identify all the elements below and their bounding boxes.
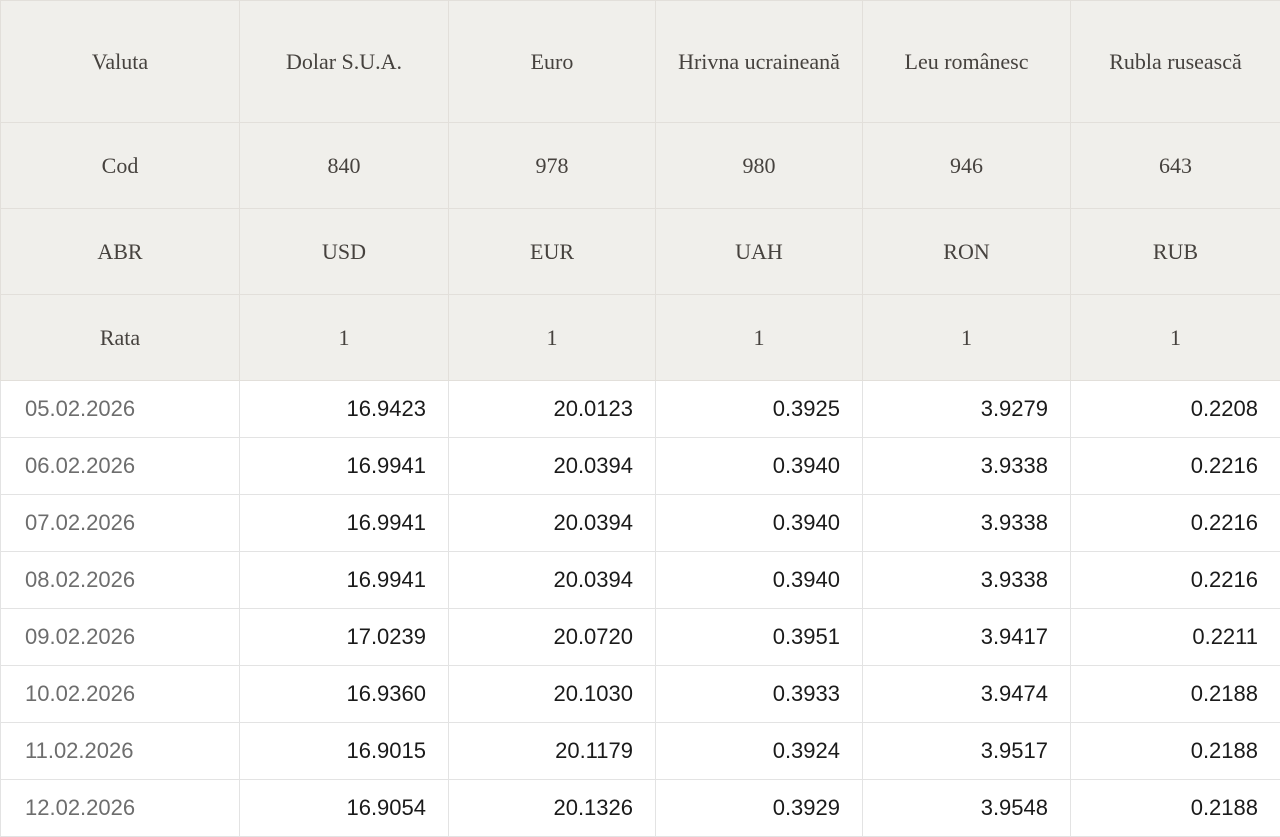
rate-cell-eur: 20.0720 [449,609,656,666]
abbr-cell: UAH [656,209,863,295]
rate-row: 08.02.2026 16.9941 20.0394 0.3940 3.9338… [1,552,1280,609]
rate-cell-rub: 0.2188 [1071,780,1280,837]
rate-cell-rub: 0.2211 [1071,609,1280,666]
rate-cell-usd: 16.9360 [240,666,449,723]
rate-cell-ron: 3.9279 [863,381,1071,438]
date-cell: 11.02.2026 [1,723,240,780]
rate-cell-usd: 16.9941 [240,438,449,495]
rate-cell-ron: 3.9474 [863,666,1071,723]
header-row-valuta: Valuta Dolar S.U.A. Euro Hrivna ucrainea… [1,1,1280,123]
row-label-abr: ABR [1,209,240,295]
currency-name-rub: Rubla rusească [1071,1,1280,123]
rate-cell-uah: 0.3940 [656,495,863,552]
rate-row: 09.02.2026 17.0239 20.0720 0.3951 3.9417… [1,609,1280,666]
rate-cell-rub: 0.2216 [1071,552,1280,609]
header-row-cod: Cod 840 978 980 946 643 [1,123,1280,209]
date-cell: 12.02.2026 [1,780,240,837]
row-label-rata: Rata [1,295,240,381]
currency-name-ron: Leu românesc [863,1,1071,123]
abbr-cell: RUB [1071,209,1280,295]
rata-cell: 1 [863,295,1071,381]
rate-cell-eur: 20.0394 [449,438,656,495]
rate-row: 05.02.2026 16.9423 20.0123 0.3925 3.9279… [1,381,1280,438]
currency-name-uah: Hrivna ucraineană [656,1,863,123]
code-cell: 978 [449,123,656,209]
rate-cell-rub: 0.2208 [1071,381,1280,438]
rate-cell-rub: 0.2188 [1071,666,1280,723]
rate-cell-uah: 0.3940 [656,438,863,495]
currency-name-eur: Euro [449,1,656,123]
rate-cell-ron: 3.9338 [863,552,1071,609]
rate-cell-rub: 0.2216 [1071,495,1280,552]
rata-cell: 1 [656,295,863,381]
rate-cell-usd: 16.9423 [240,381,449,438]
date-cell: 05.02.2026 [1,381,240,438]
rate-cell-ron: 3.9338 [863,495,1071,552]
date-cell: 10.02.2026 [1,666,240,723]
rate-row: 12.02.2026 16.9054 20.1326 0.3929 3.9548… [1,780,1280,837]
code-cell: 643 [1071,123,1280,209]
rate-cell-uah: 0.3940 [656,552,863,609]
rate-cell-rub: 0.2188 [1071,723,1280,780]
rate-cell-usd: 16.9941 [240,495,449,552]
rate-cell-ron: 3.9338 [863,438,1071,495]
rate-cell-uah: 0.3951 [656,609,863,666]
rate-cell-eur: 20.0123 [449,381,656,438]
rate-row: 10.02.2026 16.9360 20.1030 0.3933 3.9474… [1,666,1280,723]
header-row-abr: ABR USD EUR UAH RON RUB [1,209,1280,295]
rate-cell-uah: 0.3925 [656,381,863,438]
rate-cell-eur: 20.0394 [449,495,656,552]
header-row-rata: Rata 1 1 1 1 1 [1,295,1280,381]
abbr-cell: RON [863,209,1071,295]
rate-cell-usd: 16.9054 [240,780,449,837]
rate-row: 06.02.2026 16.9941 20.0394 0.3940 3.9338… [1,438,1280,495]
rate-cell-eur: 20.1326 [449,780,656,837]
rate-cell-ron: 3.9417 [863,609,1071,666]
currency-name-usd: Dolar S.U.A. [240,1,449,123]
rate-cell-eur: 20.1030 [449,666,656,723]
date-cell: 08.02.2026 [1,552,240,609]
abbr-cell: EUR [449,209,656,295]
rate-cell-eur: 20.0394 [449,552,656,609]
date-cell: 09.02.2026 [1,609,240,666]
rate-cell-ron: 3.9517 [863,723,1071,780]
rate-cell-rub: 0.2216 [1071,438,1280,495]
abbr-cell: USD [240,209,449,295]
row-label-valuta: Valuta [1,1,240,123]
rate-cell-uah: 0.3924 [656,723,863,780]
rata-cell: 1 [449,295,656,381]
rata-cell: 1 [1071,295,1280,381]
rate-cell-ron: 3.9548 [863,780,1071,837]
date-cell: 06.02.2026 [1,438,240,495]
rate-row: 07.02.2026 16.9941 20.0394 0.3940 3.9338… [1,495,1280,552]
rate-cell-usd: 16.9015 [240,723,449,780]
rata-cell: 1 [240,295,449,381]
rate-row: 11.02.2026 16.9015 20.1179 0.3924 3.9517… [1,723,1280,780]
date-cell: 07.02.2026 [1,495,240,552]
row-label-cod: Cod [1,123,240,209]
code-cell: 946 [863,123,1071,209]
rate-cell-usd: 17.0239 [240,609,449,666]
rate-cell-uah: 0.3929 [656,780,863,837]
code-cell: 980 [656,123,863,209]
rate-cell-eur: 20.1179 [449,723,656,780]
code-cell: 840 [240,123,449,209]
rate-cell-uah: 0.3933 [656,666,863,723]
rate-cell-usd: 16.9941 [240,552,449,609]
